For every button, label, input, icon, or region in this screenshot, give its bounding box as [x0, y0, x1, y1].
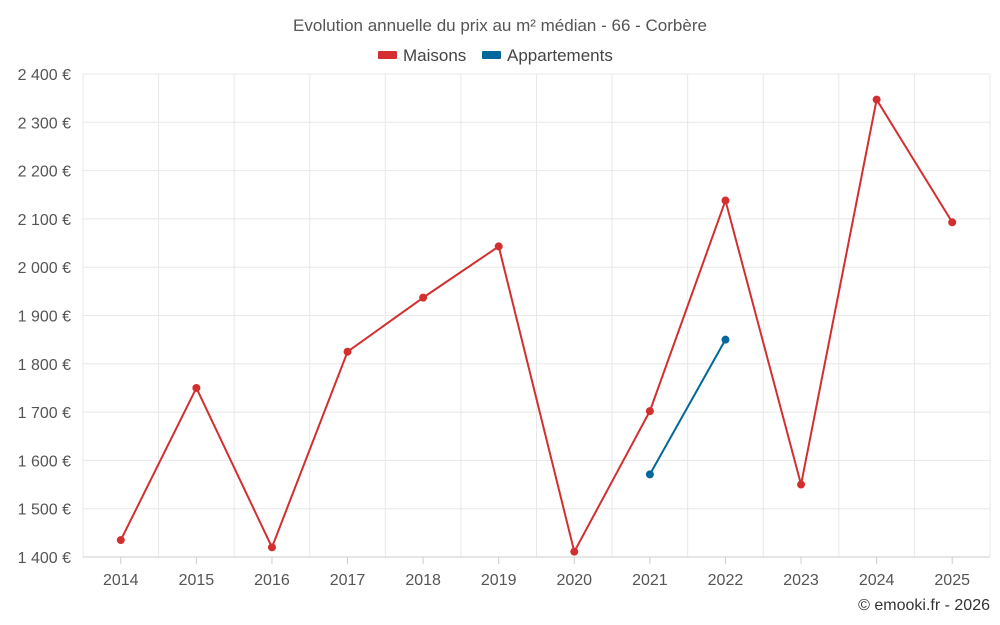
y-tick-label: 2 400 € [18, 67, 71, 84]
data-point[interactable] [192, 383, 201, 392]
legend-item-maisons[interactable]: Maisons [378, 46, 466, 65]
x-tick-label: 2020 [556, 572, 592, 589]
data-point[interactable] [721, 335, 730, 344]
x-tick-label: 2014 [103, 572, 139, 589]
y-tick-label: 1 800 € [18, 357, 71, 374]
legend-label: Appartements [507, 46, 613, 65]
data-point[interactable] [494, 242, 503, 251]
y-tick-label: 1 400 € [18, 550, 71, 567]
series-group [116, 95, 957, 556]
data-point[interactable] [419, 293, 428, 302]
legend-swatch [482, 51, 501, 59]
data-point[interactable] [570, 547, 579, 556]
y-tick-label: 1 500 € [18, 502, 71, 519]
x-tick-label: 2019 [481, 572, 517, 589]
x-tick-label: 2016 [254, 572, 290, 589]
x-tick-label: 2025 [934, 572, 970, 589]
data-point[interactable] [948, 218, 957, 227]
y-tick-label: 2 000 € [18, 260, 71, 277]
data-point[interactable] [797, 480, 806, 489]
chart-title: Evolution annuelle du prix au m² médian … [293, 16, 707, 35]
y-tick-label: 1 700 € [18, 405, 71, 422]
y-tick-label: 1 600 € [18, 453, 71, 470]
axes [83, 556, 990, 564]
grid-lines [82, 73, 991, 557]
legend[interactable]: Maisons Appartements [378, 46, 613, 65]
x-tick-label: 2015 [179, 572, 215, 589]
x-axis-ticks: 2014 2015 2016 2017 2018 2019 2020 2021 2022 2023… [103, 572, 970, 589]
y-tick-label: 2 200 € [18, 164, 71, 181]
x-tick-label: 2017 [330, 572, 366, 589]
data-point[interactable] [645, 470, 654, 479]
legend-item-appartements[interactable]: Appartements [482, 46, 613, 65]
x-tick-label: 2022 [708, 572, 744, 589]
legend-label: Maisons [403, 46, 466, 65]
x-tick-label: 2024 [859, 572, 895, 589]
series-line [649, 339, 727, 475]
data-point[interactable] [116, 536, 125, 545]
y-tick-label: 2 300 € [18, 115, 71, 132]
series-line [119, 98, 954, 553]
data-point[interactable] [267, 543, 276, 552]
y-axis-ticks: 1 400 € 1 500 € 1 600 € 1 700 € 1 800 € 1 900… [18, 67, 71, 567]
data-point[interactable] [721, 196, 730, 205]
series-maisons [116, 95, 957, 556]
data-point[interactable] [645, 407, 654, 416]
data-point[interactable] [343, 347, 352, 356]
y-tick-label: 1 900 € [18, 309, 71, 326]
data-point[interactable] [872, 95, 881, 104]
legend-swatch [378, 51, 397, 59]
x-tick-label: 2018 [405, 572, 441, 589]
series-appartements [645, 335, 730, 479]
y-tick-label: 2 100 € [18, 212, 71, 229]
x-tick-label: 2023 [783, 572, 819, 589]
x-tick-label: 2021 [632, 572, 668, 589]
credit-text: © emooki.fr - 2026 [858, 597, 990, 614]
